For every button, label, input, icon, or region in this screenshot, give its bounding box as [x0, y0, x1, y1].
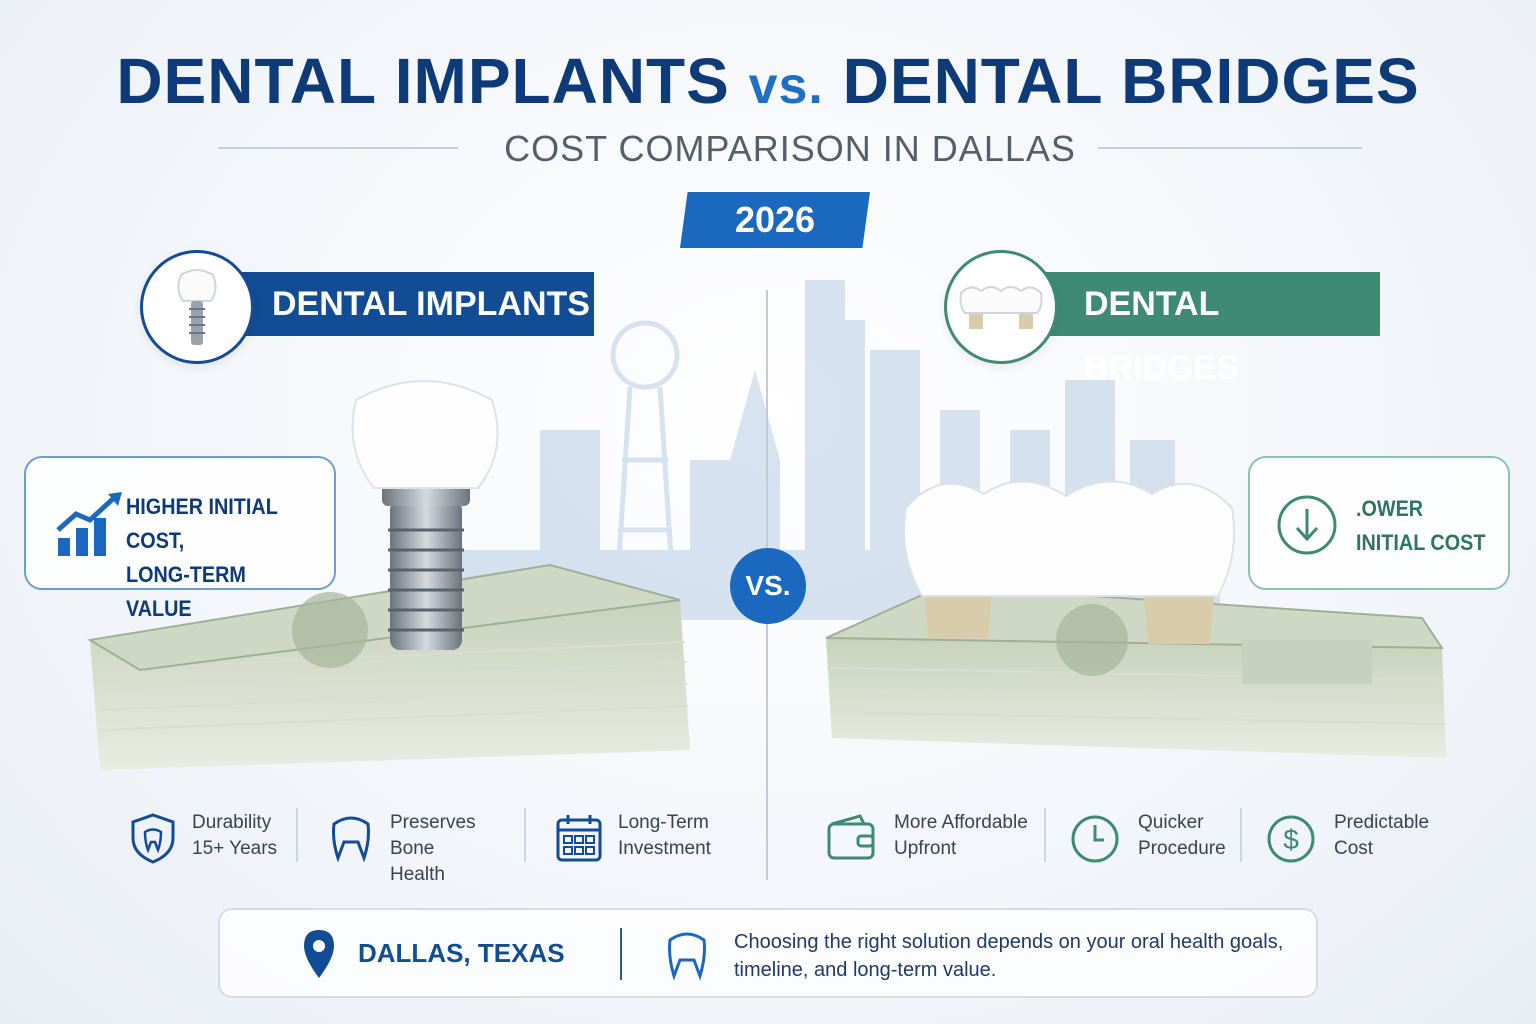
quicker-label-2: Procedure	[1138, 838, 1226, 859]
durability-label-1: Durability	[192, 812, 272, 833]
bridge-badge	[944, 250, 1058, 364]
clock-icon	[1071, 815, 1119, 863]
durability-label-2: 15+ Years	[192, 838, 278, 859]
implant-feature-durability: Durability 15+ Years	[128, 808, 298, 868]
bridge-feature-quicker: Quicker Procedure	[1070, 808, 1230, 868]
quicker-label-1: Quicker	[1138, 812, 1204, 833]
bridge-feature-predictable: $ Predictable Cost	[1266, 808, 1436, 868]
feature-separator	[1044, 808, 1046, 862]
title-vs: vs.	[748, 57, 824, 115]
implant-feature-investment: Long-Term Investment	[554, 808, 724, 868]
title-implants: DENTAL IMPLANTS	[116, 45, 730, 117]
footer-message: Choosing the right solution depends on y…	[734, 931, 1284, 981]
affordable-label-2: Upfront	[894, 838, 957, 859]
bridge-on-cash-illustration	[825, 480, 1446, 758]
implant-feature-bone: Preserves Bone Health	[326, 808, 522, 885]
bridge-icon	[959, 286, 1043, 329]
dollar-circle-icon: $	[1267, 815, 1315, 863]
subtitle-rule-right	[1098, 147, 1362, 149]
implant-icon	[177, 269, 217, 345]
bone-label-2: Health	[390, 864, 445, 885]
implants-label-pill: DENTAL IMPLANTS	[232, 272, 594, 336]
location-pin-icon	[304, 930, 334, 978]
implant-badge	[140, 250, 254, 364]
calendar-icon	[556, 815, 602, 862]
predictable-label-1: Predictable	[1334, 812, 1430, 833]
bridges-callout: .OWER INITIAL COST	[1248, 456, 1510, 590]
year-badge: 2026	[680, 192, 870, 248]
bridges-label-pill: DENTAL BRIDGES	[1044, 272, 1380, 387]
bridges-callout-line2: INITIAL COST	[1356, 530, 1486, 555]
investment-label-2: Investment	[618, 838, 711, 859]
title-bridges: DENTAL BRIDGES	[842, 45, 1420, 117]
banner-separator	[620, 928, 622, 980]
page-title: DENTAL IMPLANTS vs. DENTAL BRIDGES	[0, 44, 1536, 118]
feature-separator	[1240, 808, 1242, 862]
feature-separator	[296, 808, 298, 862]
subtitle-row: COST COMPARISON IN DALLAS	[218, 126, 1362, 170]
location-label: DALLAS, TEXAS	[358, 938, 565, 968]
bone-label-1: Preserves Bone	[390, 812, 476, 859]
subtitle: COST COMPARISON IN DALLAS	[504, 128, 1076, 169]
wallet-icon	[827, 814, 875, 860]
svg-text:$: $	[1283, 824, 1299, 855]
arrow-down-circle-icon	[1277, 495, 1337, 555]
rising-chart-icon	[56, 492, 122, 556]
implants-callout: HIGHER INITIAL COST, LONG-TERM VALUE	[24, 456, 336, 621]
tooth-icon	[668, 932, 706, 981]
implant-on-cash-illustration	[87, 380, 690, 770]
shield-tooth-icon	[131, 813, 175, 864]
subtitle-rule-left	[218, 147, 458, 149]
predictable-label-2: Cost	[1334, 838, 1374, 859]
bridges-callout-line1: .OWER	[1356, 496, 1424, 521]
investment-label-1: Long-Term	[618, 812, 709, 833]
feature-separator	[524, 808, 526, 862]
implants-callout-line2: LONG-TERM VALUE	[126, 562, 246, 621]
vs-badge: VS.	[730, 548, 806, 624]
bridge-feature-affordable: More Affordable Upfront	[826, 808, 1036, 868]
footer-banner: DALLAS, TEXAS Choosing the right solutio…	[218, 908, 1318, 998]
implants-callout-line1: HIGHER INITIAL COST,	[126, 494, 278, 553]
tooth-icon	[332, 816, 370, 863]
affordable-label-1: More Affordable	[894, 812, 1028, 833]
